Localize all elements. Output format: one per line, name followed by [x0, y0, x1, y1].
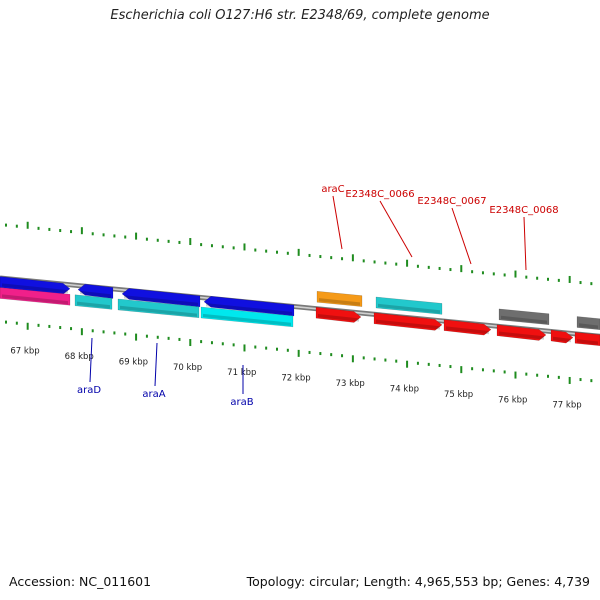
gene-feature — [443, 319, 492, 336]
scale-label: 68 kbp — [65, 352, 94, 362]
gene-feature-shade — [501, 315, 547, 324]
leader-line — [451, 207, 472, 265]
leader-line — [379, 200, 413, 258]
gene-feature — [496, 324, 547, 341]
gene-feature — [574, 331, 600, 346]
upper-scale-ticks — [5, 221, 593, 286]
gene-label: E2348C_0067 — [417, 196, 486, 207]
genome-title: Escherichia coli O127:H6 str. E2348/69, … — [110, 8, 490, 23]
leader-line — [523, 216, 527, 271]
gene-feature-shade — [2, 294, 68, 305]
gene-feature-shade — [318, 313, 359, 322]
gene-label: E2348C_0068 — [489, 205, 558, 216]
scale-label: 70 kbp — [173, 363, 202, 373]
gene-feature-shade — [120, 305, 197, 317]
leader-line — [89, 337, 93, 383]
gene-feature — [0, 287, 71, 306]
gene-feature — [498, 308, 550, 326]
gene-feature-shade — [2, 283, 68, 294]
gene-feature — [576, 316, 600, 330]
gene-features — [0, 276, 600, 346]
scale-label: 76 kbp — [498, 395, 527, 405]
gene-label: araC — [321, 184, 344, 195]
gene-feature-shade — [77, 301, 110, 309]
leader-line — [154, 342, 158, 387]
gene-feature — [550, 329, 574, 344]
gene-feature — [117, 298, 200, 319]
gene-feature — [375, 296, 443, 315]
gene-feature-shade — [577, 339, 598, 345]
scale-label: 69 kbp — [119, 357, 148, 367]
lower-scale-ticks: 67 kbp 68 kbp 69 kbp 70 kbp 71 kbp 72 kbp 73 k… — [5, 320, 593, 411]
leader-line — [332, 195, 343, 250]
gene-feature — [203, 296, 295, 317]
gene-label: araD — [77, 385, 101, 396]
scale-label: 72 kbp — [281, 374, 310, 384]
gene-feature-shade — [203, 313, 291, 327]
gene-labels: araC E2348C_0066E2348C_0067E2348C_0068ara… — [77, 184, 559, 408]
label-leaders — [89, 195, 527, 394]
scale-label: 73 kbp — [336, 379, 365, 389]
gene-feature-shade — [80, 290, 111, 298]
gene-feature-shade — [446, 326, 489, 335]
gene-feature-shade — [319, 298, 360, 306]
gene-feature — [121, 288, 201, 308]
scale-label: 71 kbp — [227, 368, 256, 378]
gene-feature — [373, 312, 443, 331]
gene-feature — [77, 283, 114, 299]
gene-feature-shade — [376, 319, 440, 330]
accession-text: Accession: NC_011601 — [9, 574, 152, 589]
gene-label: E2348C_0066 — [345, 189, 414, 200]
gene-feature — [0, 276, 71, 295]
gene-feature-shade — [499, 331, 544, 340]
gene-feature — [200, 306, 294, 328]
gene-feature — [74, 294, 113, 310]
gene-feature-shade — [579, 323, 598, 329]
scale-label: 74 kbp — [390, 384, 419, 394]
gene-feature — [316, 290, 363, 307]
gene-feature-shade — [206, 303, 292, 316]
gene-label: araA — [142, 389, 165, 400]
gene-feature-shade — [124, 295, 198, 307]
scale-label: 75 kbp — [444, 390, 473, 400]
gene-feature-shade — [553, 336, 571, 343]
genome-summary-text: Topology: circular; Length: 4,965,553 bp… — [246, 574, 590, 589]
gene-label: araB — [230, 397, 253, 408]
gene-feature-shade — [378, 303, 440, 314]
scale-label: 77 kbp — [552, 401, 581, 411]
gene-feature — [315, 306, 362, 323]
scale-label: 67 kbp — [10, 347, 39, 357]
